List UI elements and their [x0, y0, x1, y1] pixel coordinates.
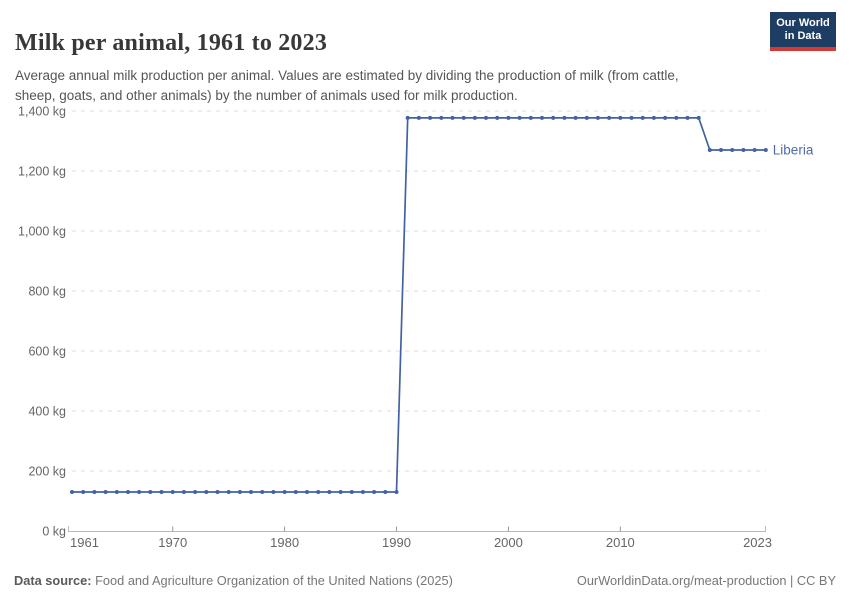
- data-point[interactable]: [126, 490, 130, 494]
- data-point[interactable]: [181, 490, 186, 494]
- y-axis-tick-label: 400 kg: [28, 405, 66, 419]
- data-point[interactable]: [383, 490, 388, 494]
- data-point[interactable]: [484, 115, 488, 120]
- data-point[interactable]: [741, 148, 746, 152]
- data-point[interactable]: [719, 148, 723, 152]
- y-axis-tick-label: 800 kg: [28, 285, 66, 299]
- data-point[interactable]: [215, 490, 220, 494]
- data-point[interactable]: [327, 490, 332, 494]
- data-point[interactable]: [114, 490, 119, 494]
- data-point[interactable]: [696, 115, 701, 120]
- data-point[interactable]: [103, 490, 108, 494]
- data-point[interactable]: [316, 490, 321, 494]
- y-axis-tick-label: 1,200 kg: [18, 165, 66, 179]
- credit-link[interactable]: OurWorldinData.org/meat-production | CC …: [576, 573, 836, 588]
- data-point[interactable]: [551, 115, 556, 120]
- data-source-label: Data source:: [14, 573, 92, 588]
- data-point[interactable]: [159, 490, 164, 494]
- y-axis-tick-label: 1,400 kg: [18, 105, 66, 119]
- data-point[interactable]: [439, 115, 444, 120]
- data-point[interactable]: [450, 115, 455, 120]
- data-source-text: Food and Agriculture Organization of the…: [95, 573, 453, 588]
- owid-logo-line2: in Data: [784, 30, 822, 42]
- data-point[interactable]: [92, 490, 97, 494]
- data-point[interactable]: [249, 490, 253, 494]
- data-point[interactable]: [416, 115, 421, 120]
- owid-logo[interactable]: Our World in Data: [770, 12, 836, 51]
- data-point[interactable]: [148, 490, 153, 494]
- page-title: Milk per animal, 1961 to 2023: [15, 30, 328, 57]
- series-line-liberia[interactable]: [72, 117, 766, 493]
- data-point[interactable]: [573, 115, 578, 120]
- data-point[interactable]: [372, 490, 377, 494]
- data-point[interactable]: [663, 115, 668, 120]
- x-axis-tick-label: 2010: [606, 535, 635, 550]
- data-point[interactable]: [193, 490, 198, 494]
- data-point[interactable]: [685, 115, 690, 120]
- data-point[interactable]: [305, 490, 309, 494]
- data-point[interactable]: [763, 148, 768, 152]
- data-point[interactable]: [752, 148, 757, 152]
- data-point[interactable]: [495, 115, 500, 120]
- data-point[interactable]: [338, 490, 343, 494]
- data-point[interactable]: [472, 115, 477, 120]
- data-point[interactable]: [237, 490, 242, 494]
- data-point[interactable]: [170, 490, 175, 494]
- data-point[interactable]: [461, 115, 466, 120]
- x-axis-tick-label: 1970: [158, 535, 187, 550]
- data-point[interactable]: [349, 490, 354, 494]
- owid-logo-box: Our World in Data: [770, 12, 836, 51]
- x-axis-tick-label: 1961: [70, 535, 99, 550]
- data-point[interactable]: [517, 115, 522, 120]
- data-point[interactable]: [70, 490, 74, 494]
- data-point[interactable]: [204, 490, 209, 494]
- data-point[interactable]: [584, 115, 589, 120]
- data-point[interactable]: [730, 148, 735, 152]
- x-axis-tick-label: 1980: [270, 535, 299, 550]
- data-point[interactable]: [607, 115, 612, 120]
- data-point[interactable]: [651, 115, 656, 120]
- data-point[interactable]: [394, 490, 399, 494]
- chart-footer: Data source: Food and Agriculture Organi…: [0, 573, 850, 588]
- data-point[interactable]: [640, 115, 645, 120]
- data-point[interactable]: [595, 115, 600, 120]
- data-point[interactable]: [282, 490, 287, 494]
- data-point[interactable]: [528, 115, 533, 120]
- data-point[interactable]: [81, 490, 86, 494]
- x-axis-tick-label: 2000: [494, 535, 523, 550]
- data-point[interactable]: [428, 115, 433, 120]
- data-point[interactable]: [540, 115, 544, 120]
- data-point[interactable]: [562, 115, 567, 120]
- data-point[interactable]: [506, 115, 511, 120]
- data-point[interactable]: [618, 115, 623, 120]
- y-axis-tick-label: 1,000 kg: [18, 225, 66, 239]
- owid-logo-line1: Our World: [776, 17, 830, 29]
- entity-label-liberia[interactable]: Liberia: [773, 143, 814, 158]
- data-point[interactable]: [674, 115, 679, 120]
- data-point[interactable]: [137, 490, 142, 494]
- y-axis-tick-label: 600 kg: [28, 345, 66, 359]
- data-point[interactable]: [271, 490, 276, 494]
- data-point[interactable]: [707, 148, 712, 152]
- data-point[interactable]: [360, 490, 365, 494]
- data-point[interactable]: [260, 490, 265, 494]
- chart-subtitle: Average annual milk production per anima…: [15, 67, 679, 103]
- data-point[interactable]: [629, 115, 634, 120]
- y-axis-tick-label: 0 kg: [42, 525, 66, 539]
- y-axis-tick-label: 200 kg: [28, 465, 66, 479]
- data-point[interactable]: [226, 490, 231, 494]
- x-axis-tick-label: 1990: [382, 535, 411, 550]
- x-axis-tick-label: 2023: [743, 535, 772, 550]
- data-point[interactable]: [405, 115, 410, 120]
- data-source-note: Data source: Food and Agriculture Organi…: [14, 573, 453, 588]
- data-point[interactable]: [293, 490, 298, 494]
